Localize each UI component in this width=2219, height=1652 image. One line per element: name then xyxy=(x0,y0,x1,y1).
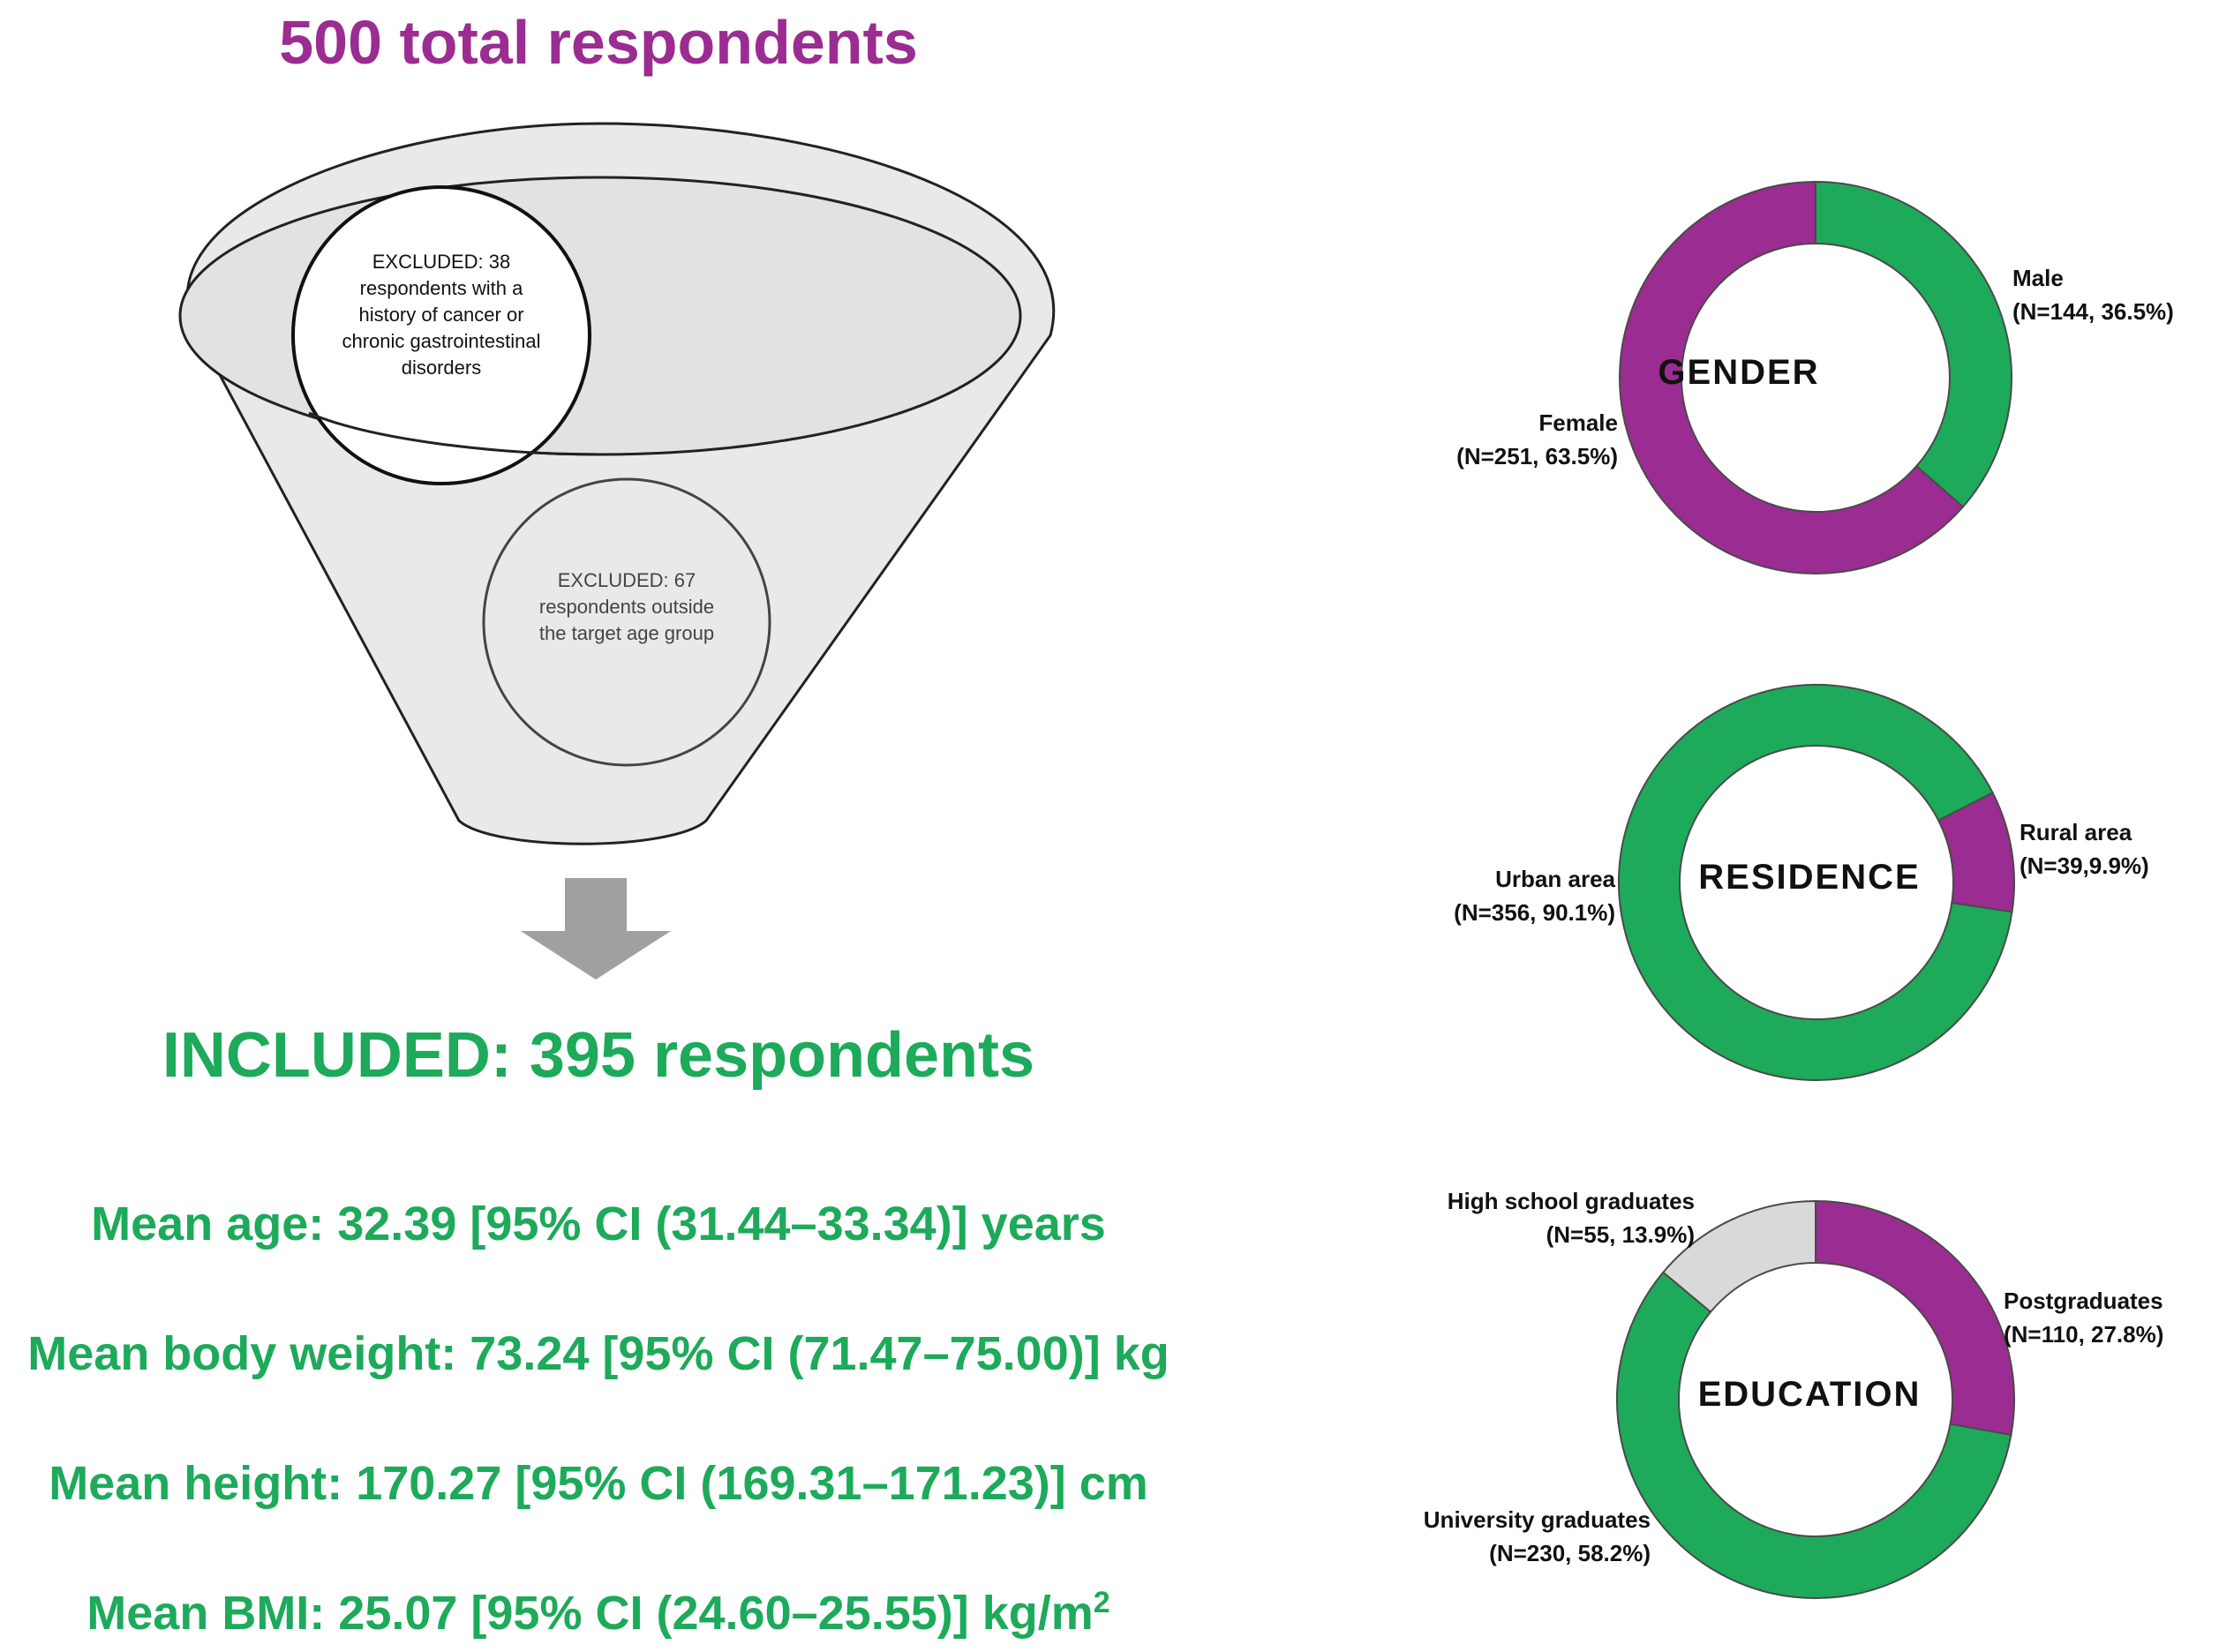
total-respondents-title: 500 total respondents xyxy=(279,8,918,77)
label-urban-name: Urban area xyxy=(1495,866,1615,892)
label-postgrad-value: (N=110, 27.8%) xyxy=(2004,1321,2164,1348)
label-male: Male (N=144, 36.5%) xyxy=(2012,261,2174,328)
exclusion-text-1: EXCLUDED: 38 respondents with a history … xyxy=(342,251,541,379)
donut-slice-university-graduates xyxy=(1616,1271,2012,1599)
stat-mean-bmi: Mean BMI: 25.07 [95% CI (24.60–25.55)] k… xyxy=(0,1586,1197,1641)
label-urban-value: (N=356, 90.1%) xyxy=(1454,899,1615,926)
label-male-name: Male xyxy=(2012,265,2064,291)
label-male-value: (N=144, 36.5%) xyxy=(2012,298,2174,325)
label-rural-name: Rural area xyxy=(2020,819,2132,845)
label-female-name: Female xyxy=(1538,409,1618,436)
gender-donut xyxy=(1619,180,2012,574)
funnel-diagram xyxy=(178,122,1056,980)
label-urban: Urban area (N=356, 90.1%) xyxy=(1403,862,1615,929)
stat-mean-bmi-sup: 2 xyxy=(1093,1586,1110,1619)
stat-mean-weight: Mean body weight: 73.24 [95% CI (71.47–7… xyxy=(27,1327,1170,1380)
label-university-name: University graduates xyxy=(1423,1506,1651,1533)
funnel-rim-overlay xyxy=(308,411,601,456)
donut-slice-male xyxy=(1815,180,2012,508)
down-arrow-icon xyxy=(521,878,671,980)
label-university: University graduates (N=230, 58.2%) xyxy=(1350,1503,1651,1570)
exclusion-circle-2 xyxy=(482,477,771,767)
donut-slice-female xyxy=(1619,180,1965,574)
label-rural-value: (N=39,9.9%) xyxy=(2020,852,2149,879)
label-highschool-value: (N=55, 13.9%) xyxy=(1546,1221,1695,1248)
education-title: EDUCATION xyxy=(1697,1375,1922,1414)
gender-title: GENDER xyxy=(1658,353,1820,392)
exclusion-circle-1 xyxy=(291,185,591,485)
donut-slice-urban-area xyxy=(1618,684,2013,1081)
label-university-value: (N=230, 58.2%) xyxy=(1489,1540,1651,1566)
label-postgrad-name: Postgraduates xyxy=(2004,1288,2163,1314)
label-postgrad: Postgraduates (N=110, 27.8%) xyxy=(2004,1284,2163,1351)
donut-slice-high-school-graduates xyxy=(1661,1199,1817,1314)
residence-title: RESIDENCE xyxy=(1698,858,1921,897)
label-highschool: High school graduates (N=55, 13.9%) xyxy=(1377,1184,1695,1251)
included-respondents: INCLUDED: 395 respondents xyxy=(162,1020,1035,1091)
exclusion-text-2: EXCLUDED: 67 respondents outside the tar… xyxy=(538,569,715,644)
stat-mean-height: Mean height: 170.27 [95% CI (169.31–171.… xyxy=(49,1457,1148,1510)
donut-slice-postgraduates xyxy=(1815,1199,2015,1437)
label-rural: Rural area (N=39,9.9%) xyxy=(2020,815,2149,882)
education-donut xyxy=(1616,1199,2015,1599)
label-female: Female (N=251, 63.5%) xyxy=(1412,406,1618,473)
residence-donut xyxy=(1618,684,2015,1081)
stat-mean-age: Mean age: 32.39 [95% CI (31.44–33.34)] y… xyxy=(91,1198,1106,1250)
label-female-value: (N=251, 63.5%) xyxy=(1456,443,1618,469)
label-highschool-name: High school graduates xyxy=(1447,1188,1695,1214)
stat-mean-bmi-text: Mean BMI: 25.07 [95% CI (24.60–25.55)] k… xyxy=(87,1587,1094,1640)
